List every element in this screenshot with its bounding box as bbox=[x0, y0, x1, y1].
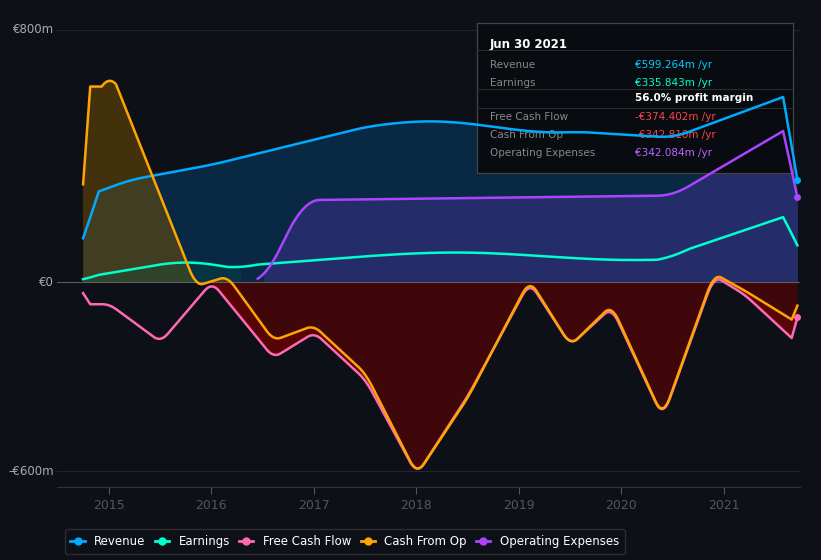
Text: €0: €0 bbox=[39, 276, 53, 288]
Text: €800m: €800m bbox=[12, 24, 53, 36]
Legend: Revenue, Earnings, Free Cash Flow, Cash From Op, Operating Expenses: Revenue, Earnings, Free Cash Flow, Cash … bbox=[65, 529, 625, 554]
Text: -€600m: -€600m bbox=[8, 465, 53, 478]
